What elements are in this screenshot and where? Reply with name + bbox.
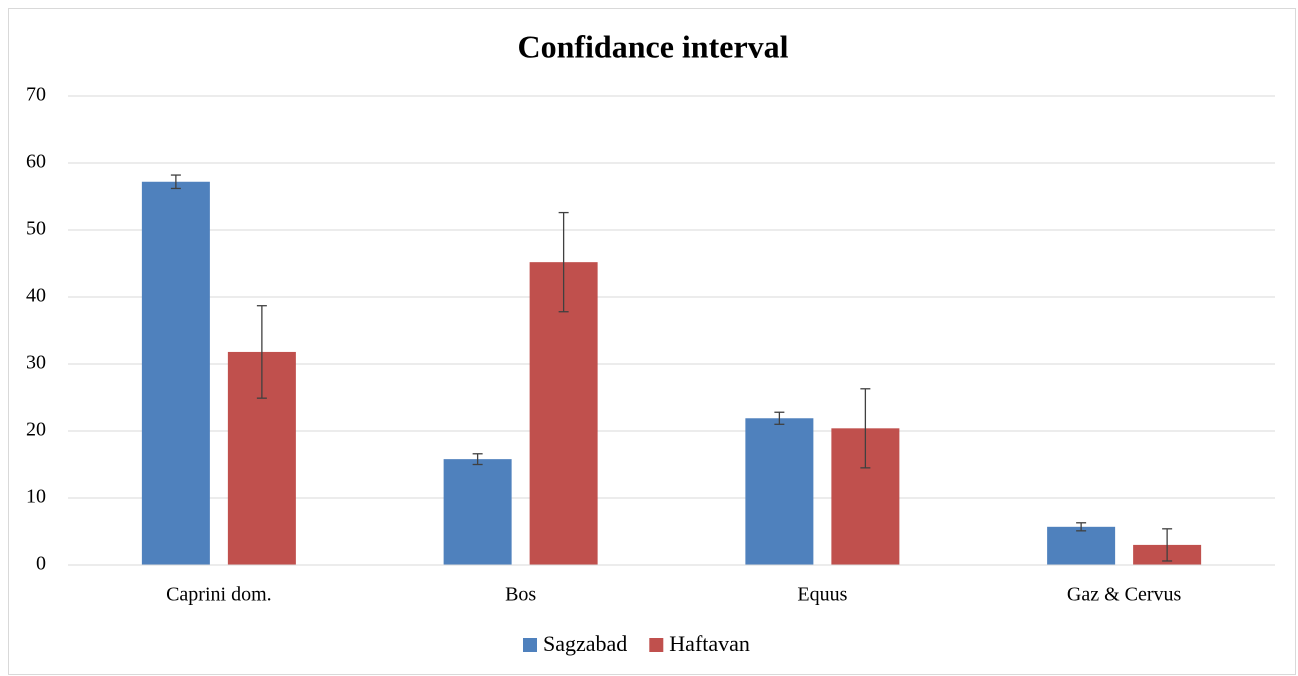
x-tick-label: Equus [797,584,847,606]
error-bar [558,211,569,313]
legend-label: Sagzabad [543,631,627,656]
y-tick-label: 20 [26,419,46,441]
y-tick-label: 50 [26,218,46,240]
error-bar [170,174,181,190]
bar [529,262,598,565]
error-bar [1076,522,1087,532]
error-bar [1162,528,1173,562]
error-bar [774,411,785,425]
x-tick-label: Caprini dom. [166,584,272,606]
y-tick-label: 10 [26,486,46,508]
x-tick-label: Bos [505,584,536,606]
x-tick-label: Gaz & Cervus [1067,584,1182,606]
legend-swatch [523,638,537,652]
y-tick-label: 40 [26,285,46,307]
bar [443,459,512,565]
y-tick-label: 30 [26,352,46,374]
y-tick-label: 0 [36,553,46,575]
error-bar [256,305,267,399]
bar [141,181,210,565]
error-bar [472,453,483,466]
chart-title: Confidance interval [517,28,788,64]
legend-label: Haftavan [669,631,750,656]
bar [1047,526,1116,565]
error-bar [860,388,871,469]
legend-swatch [649,638,664,652]
y-tick-label: 70 [26,84,46,106]
y-tick-label: 60 [26,151,46,173]
bar [745,418,814,565]
